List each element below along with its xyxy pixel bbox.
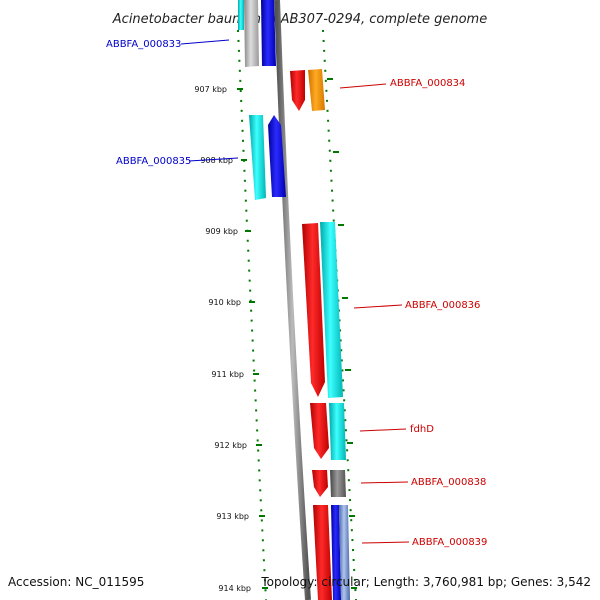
gene-block[interactable] [249,115,266,200]
genome-backbone [274,0,311,600]
gene-block[interactable] [302,223,325,397]
gene-block[interactable] [310,403,329,459]
leader-lines [180,39,410,544]
tick-label: 909 kbp [205,227,238,236]
left-genes [238,0,286,200]
topology-text: Topology: circular; Length: 3,760,981 bp… [260,575,591,589]
gene-block[interactable] [290,70,305,111]
gene-block[interactable] [238,0,244,30]
gene-block[interactable] [320,222,343,398]
gene-label-fdhd[interactable]: fdhD [410,424,434,435]
right-genes [290,69,350,600]
gene-block[interactable] [330,470,346,497]
gene-label-abbfa-000833[interactable]: ABBFA_000833 [106,39,181,50]
gene-labels: ABBFA_000833 ABBFA_000834 ABBFA_000835 A… [106,39,487,548]
gene-block[interactable] [331,505,341,600]
gene-label-abbfa-000834[interactable]: ABBFA_000834 [390,78,465,89]
gene-label-abbfa-000836[interactable]: ABBFA_000836 [405,300,480,311]
gene-block[interactable] [339,505,350,600]
tick-label: 911 kbp [211,370,244,379]
tick-label: 908 kbp [200,156,233,165]
gene-block[interactable] [268,115,286,197]
tick-labels: 907 kbp 908 kbp 909 kbp 910 kbp 911 kbp … [194,85,251,593]
major-ticks-right [327,78,357,589]
tick-label: 907 kbp [194,85,227,94]
major-ticks-left [237,88,268,589]
page-title: Acinetobacter baumannii AB307-0294, comp… [112,12,487,27]
accession-text: Accession: NC_011595 [8,575,144,589]
tick-label: 913 kbp [216,512,249,521]
gene-block[interactable] [329,403,346,460]
gene-block[interactable] [312,470,328,497]
tick-label: 910 kbp [208,298,241,307]
gene-block[interactable] [313,505,332,600]
gene-label-abbfa-000839[interactable]: ABBFA_000839 [412,537,487,548]
gene-label-abbfa-000835[interactable]: ABBFA_000835 [116,156,191,167]
gene-block[interactable] [244,0,259,67]
gene-label-abbfa-000838[interactable]: ABBFA_000838 [411,477,486,488]
gene-block[interactable] [261,0,276,66]
tick-label: 914 kbp [218,584,251,593]
gene-block[interactable] [308,69,325,111]
tick-label: 912 kbp [214,441,247,450]
